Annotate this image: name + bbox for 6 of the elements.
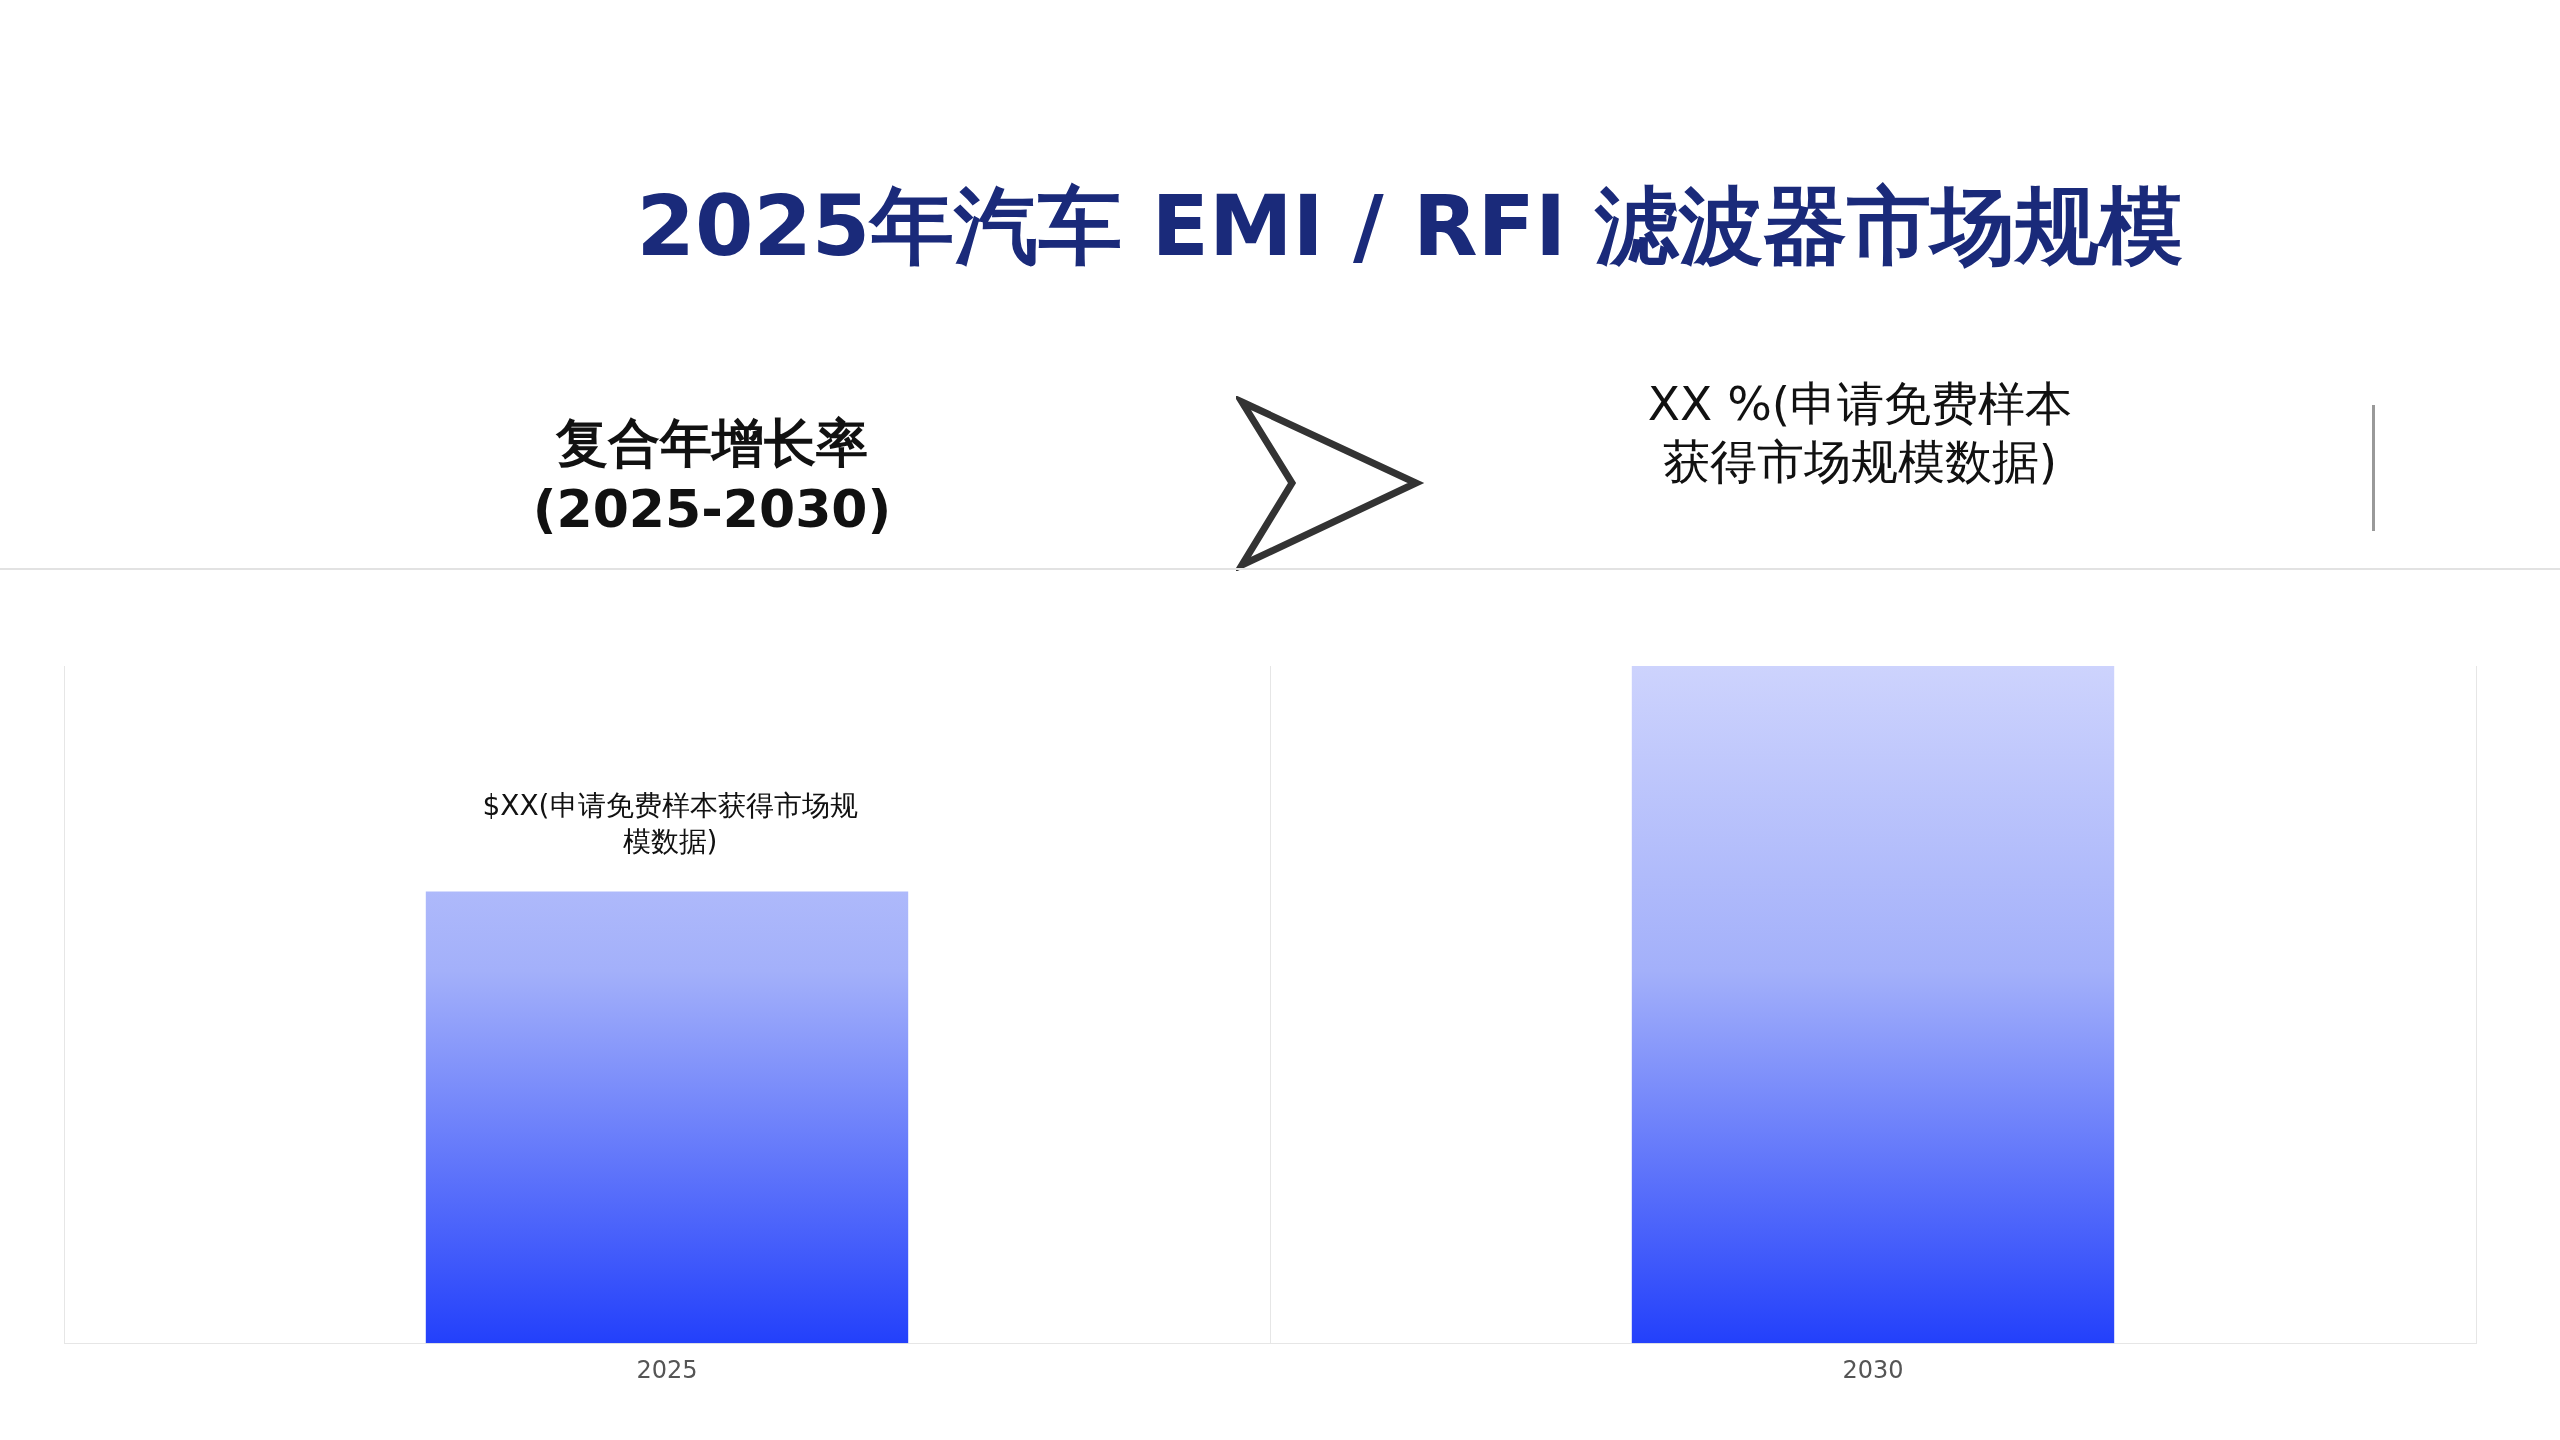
text: 复合年增长率 (2025-2030): [531, 412, 893, 541]
chart-title: 2025年汽车 EMI / RFI 滤波器市场规模: [635, 176, 2185, 277]
annotation: $XX(申请免费样本获得市场规模数据): [481, 788, 859, 860]
x-tick-label: 2030: [1842, 1355, 1904, 1384]
text: XX %(申请免费样本获得市场规模数据): [1646, 375, 2074, 491]
x-tick-label: 2025: [636, 1355, 698, 1384]
